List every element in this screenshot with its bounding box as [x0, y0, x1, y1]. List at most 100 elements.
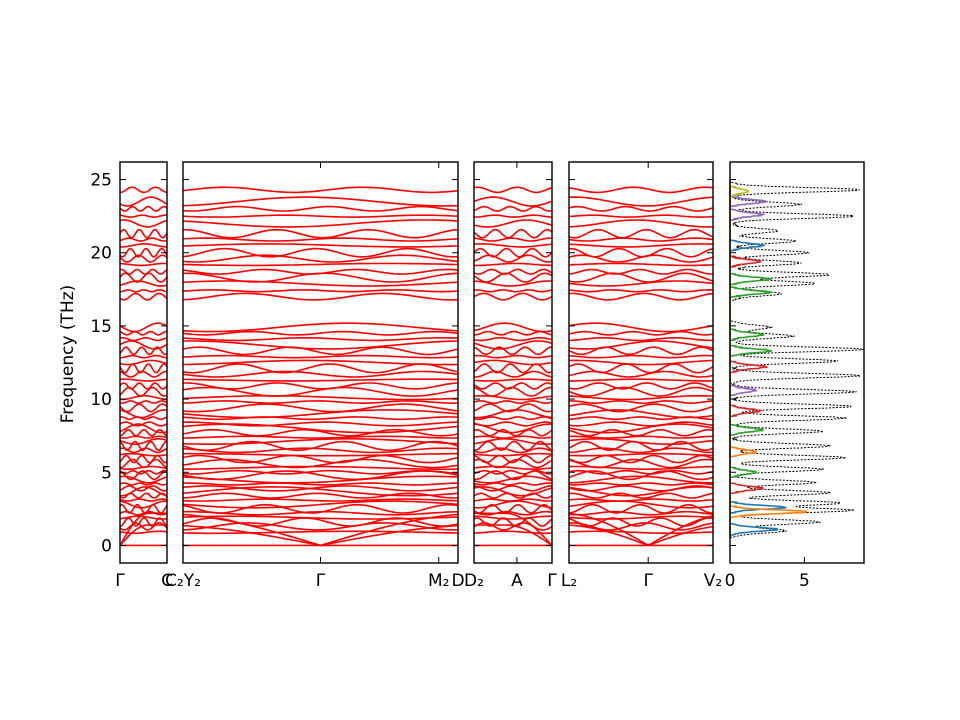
- band-line: [119, 400, 168, 405]
- y-tick-label: 0: [101, 536, 112, 556]
- band-line: [568, 237, 714, 242]
- band-line: [568, 524, 714, 546]
- band-line: [568, 409, 714, 419]
- band-line: [182, 416, 459, 421]
- band-line: [119, 452, 168, 457]
- band-line: [119, 237, 168, 242]
- band-line: [568, 219, 714, 228]
- band-line: [473, 435, 553, 439]
- band-line: [119, 475, 168, 484]
- band-line: [119, 485, 168, 492]
- band-line: [568, 280, 714, 287]
- band-line: [182, 421, 459, 427]
- band-line: [474, 214, 553, 218]
- band-line: [473, 268, 553, 275]
- band-line: [568, 228, 714, 239]
- total-dos-line: [729, 179, 865, 539]
- band-line: [473, 219, 553, 228]
- band-line: [182, 503, 459, 514]
- band-line: [568, 382, 714, 390]
- band-line: [119, 500, 167, 509]
- band-line: [119, 205, 168, 212]
- band-line: [182, 219, 459, 228]
- band-line: [473, 470, 553, 481]
- band-line: [182, 465, 458, 470]
- band-line: [182, 458, 459, 469]
- band-line: [474, 262, 552, 267]
- band-line: [119, 382, 168, 390]
- band-line: [473, 447, 553, 454]
- y-tick-label: 10: [90, 390, 112, 410]
- band-line: [473, 469, 553, 475]
- band-line: [568, 469, 714, 475]
- band-line: [119, 386, 168, 397]
- band-line: [182, 409, 459, 419]
- x-tick-label: Γ: [547, 571, 557, 591]
- band-line: [119, 482, 168, 486]
- band-line: [473, 438, 553, 445]
- band-line: [473, 452, 553, 457]
- band-line: [569, 196, 714, 207]
- y-axis-label: Frequency (THz): [58, 285, 78, 424]
- band-line: [119, 228, 168, 239]
- partial-dos-line: [729, 179, 807, 539]
- band-line: [568, 517, 714, 527]
- partial-dos-line: [729, 179, 768, 539]
- band-line: [119, 522, 168, 531]
- band-line: [473, 400, 553, 405]
- band-line: [119, 515, 168, 520]
- band-line: [473, 289, 553, 293]
- band-line: [568, 429, 714, 437]
- band-line: [182, 515, 459, 520]
- x-tick-label: M₂: [428, 571, 449, 591]
- band-line: [569, 435, 714, 439]
- y-tick-label: 20: [90, 244, 112, 264]
- band-line: [473, 196, 553, 207]
- x-tick-label: A: [511, 571, 523, 591]
- x-tick-label: D₂: [464, 571, 484, 591]
- band-line: [119, 470, 168, 481]
- band-line: [119, 469, 168, 475]
- band-line: [473, 423, 553, 434]
- band-line: [119, 403, 168, 413]
- dos-x-tick-label: 0: [725, 571, 736, 591]
- band-line: [473, 421, 553, 427]
- band-line: [473, 247, 553, 258]
- band-line: [119, 359, 168, 366]
- band-line: [473, 454, 552, 464]
- band-line: [120, 289, 168, 293]
- band-line: [568, 340, 714, 350]
- band-line: [568, 186, 714, 194]
- x-tick-label: Γ: [643, 571, 653, 591]
- band-line: [182, 498, 459, 502]
- band-line: [473, 515, 552, 520]
- band-line: [182, 403, 459, 413]
- band-line: [568, 272, 714, 283]
- band-line: [568, 346, 714, 356]
- band-line: [182, 196, 459, 207]
- band-line: [182, 280, 459, 287]
- band-line: [182, 524, 459, 547]
- band-line: [473, 522, 553, 531]
- band-line: [119, 409, 168, 419]
- band-line: [119, 214, 167, 218]
- band-line: [120, 378, 168, 382]
- band-line: [473, 370, 553, 378]
- band-line: [473, 485, 553, 492]
- band-panel-1: Γ C 0 5 10 15 20 25: [90, 161, 173, 591]
- band-line: [473, 498, 553, 502]
- band-line: [568, 214, 714, 218]
- band-line: [182, 247, 459, 258]
- band-line: [474, 524, 553, 547]
- band-line: [182, 186, 459, 194]
- x-tick-label: V₂: [704, 571, 722, 591]
- band-line: [473, 243, 553, 248]
- band-line: [119, 370, 168, 378]
- band-line: [473, 272, 553, 283]
- band-line: [120, 354, 168, 359]
- band-line: [182, 395, 459, 401]
- band-line: [182, 337, 459, 342]
- band-line: [119, 438, 168, 445]
- band-line: [473, 416, 553, 421]
